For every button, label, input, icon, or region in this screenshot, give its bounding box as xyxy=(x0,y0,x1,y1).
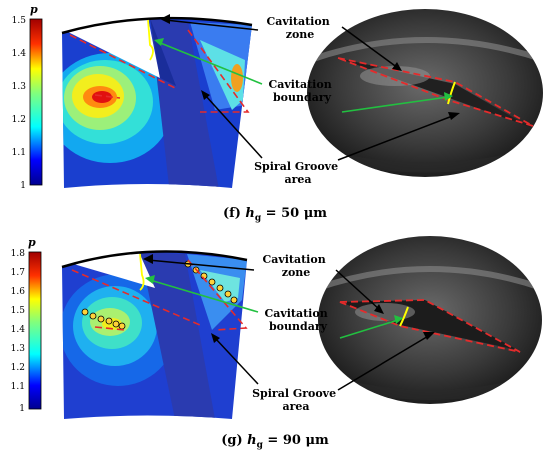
tick-label: 1.6 xyxy=(11,287,26,297)
tick-label: 1.1 xyxy=(12,148,26,158)
panel-g-caption: (g) hg = 90 μm xyxy=(0,433,550,451)
cavitation-boundary-label: Cavitation boundary xyxy=(264,307,331,333)
panel-f-figure: p 1.5 1.4 1.3 1.2 1.1 1 xyxy=(12,3,543,191)
tick-label: 1.8 xyxy=(11,249,26,259)
spiral-groove-area-label: Spiral Groove area xyxy=(254,160,342,186)
label-line: zone xyxy=(286,28,315,41)
caption-subscript: g xyxy=(254,213,262,224)
tick-label: 1 xyxy=(19,404,25,414)
panel-f: p 1.5 1.4 1.3 1.2 1.1 1 xyxy=(0,3,550,224)
pressure-contour-plot xyxy=(62,18,252,188)
groove-outline xyxy=(71,259,248,331)
green-arrows xyxy=(145,275,403,339)
tick-label: 1.4 xyxy=(11,325,26,335)
label-line: boundary xyxy=(269,320,328,333)
sector-outer-arc xyxy=(61,16,253,35)
tick-label: 1 xyxy=(20,181,26,191)
panel-f-caption: (f) hg = 50 μm xyxy=(0,206,550,224)
cavitation-zone-label: Cavitation zone xyxy=(262,253,329,279)
panel-g: p 1.8 1.7 1.6 1.5 1.4 1.3 1.2 1.1 1 xyxy=(0,230,550,460)
black-arrows xyxy=(143,254,435,391)
label-line: Cavitation xyxy=(264,307,327,320)
colorbar-label: p xyxy=(30,3,38,16)
caption-variable: h xyxy=(245,206,255,221)
caption-value: = 90 μm xyxy=(262,433,329,448)
tick-label: 1.2 xyxy=(11,363,25,373)
sector-outer-arc xyxy=(61,250,248,269)
tick-label: 1.3 xyxy=(12,82,27,92)
caption-variable: h xyxy=(247,433,257,448)
colorbar xyxy=(28,251,42,410)
caption-prefix: (f) xyxy=(222,206,246,221)
caption-subscript: g xyxy=(256,440,263,451)
tick-label: 1.3 xyxy=(11,344,26,354)
caption-prefix: (g) xyxy=(221,433,248,448)
label-line: Cavitation xyxy=(268,78,331,91)
tick-label: 1.7 xyxy=(11,268,26,278)
green-arrows xyxy=(154,38,453,113)
tick-label: 1.4 xyxy=(12,49,27,59)
black-arrows xyxy=(160,14,460,161)
tick-label: 1.1 xyxy=(11,382,25,392)
cavitation-boundary-label: Cavitation boundary xyxy=(268,78,335,104)
experiment-photo xyxy=(318,236,542,404)
groove-outline xyxy=(69,29,250,113)
tick-label: 1.5 xyxy=(11,306,26,316)
label-line: boundary xyxy=(273,91,332,104)
label-line: area xyxy=(284,173,311,186)
spiral-groove-area-label: Spiral Groove area xyxy=(252,387,340,413)
cavitation-boundary-line xyxy=(139,253,145,291)
cavitation-zone-label: Cavitation zone xyxy=(266,15,333,41)
colorbar-label: p xyxy=(28,236,36,249)
label-line: Spiral Groove xyxy=(254,160,338,173)
colorbar-ticks: 1.5 1.4 1.3 1.2 1.1 1 xyxy=(12,16,27,191)
label-line: zone xyxy=(282,266,311,279)
cavitation-bubbles xyxy=(81,260,238,330)
label-line: Cavitation xyxy=(266,15,329,28)
label-line: area xyxy=(282,400,309,413)
caption-value: = 50 μm xyxy=(261,206,327,221)
panel-g-figure: p 1.8 1.7 1.6 1.5 1.4 1.3 1.2 1.1 1 xyxy=(11,236,542,419)
tick-label: 1.2 xyxy=(12,115,26,125)
label-line: Spiral Groove xyxy=(252,387,336,400)
cavitation-boundary-line xyxy=(147,19,154,61)
colorbar-ticks: 1.8 1.7 1.6 1.5 1.4 1.3 1.2 1.1 1 xyxy=(11,249,26,414)
colorbar xyxy=(29,18,43,186)
experiment-photo xyxy=(307,9,543,177)
label-line: Cavitation xyxy=(262,253,325,266)
tick-label: 1.5 xyxy=(12,16,27,26)
